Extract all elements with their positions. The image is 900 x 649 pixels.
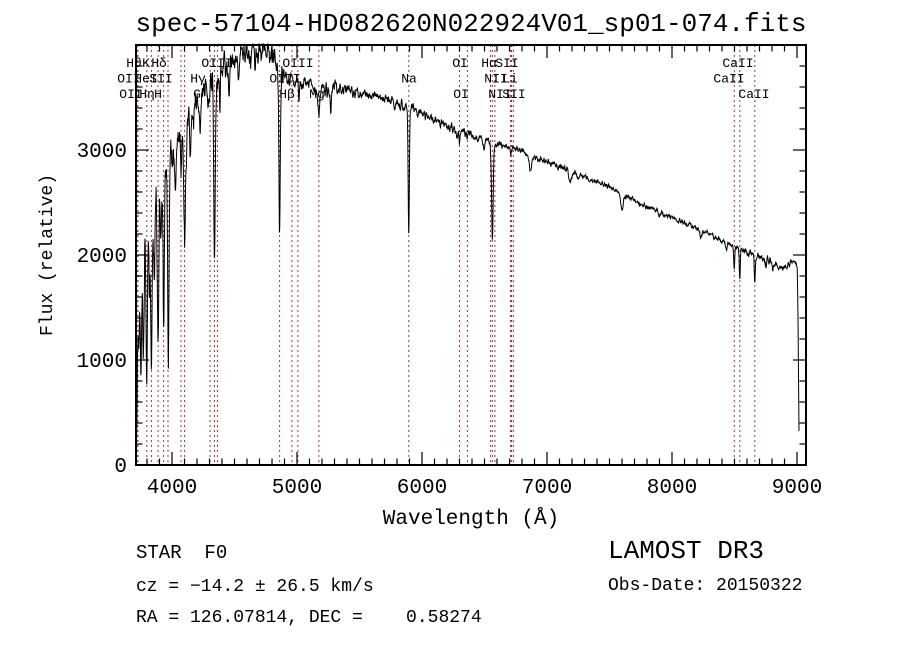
spectral-line-label: SII: [502, 87, 525, 102]
x-tick-label: 8000: [647, 477, 697, 500]
y-tick-label: 1000: [77, 351, 127, 374]
classification-label: STAR F0: [136, 542, 227, 564]
survey-label: LAMOST DR3: [608, 536, 764, 566]
axes-frame-group: 4000 5000 6000 7000 8000 9000 0 1000 2000 3000: [77, 44, 822, 500]
y-tick-label: 0: [114, 456, 127, 479]
spectral-line-label: Hβ: [279, 87, 295, 102]
spectral-line-label: OIII: [282, 56, 313, 71]
spectral-line-label: SII: [149, 72, 172, 87]
spectral-line-label: Hθ: [126, 56, 142, 71]
spectral-line-label: HeI: [134, 72, 157, 87]
y-tick-label: 3000: [77, 141, 127, 164]
spectral-line-label: Hδ: [151, 56, 167, 71]
plot-frame: [135, 44, 807, 466]
spectral-line-label: OI: [453, 87, 469, 102]
spectral-line-label: Li: [502, 72, 518, 87]
spectral-line-label: Na: [401, 72, 417, 87]
spectral-line-label: G: [193, 87, 201, 102]
x-tick-label: 4000: [147, 477, 197, 500]
spectral-line-label: Hγ: [190, 72, 206, 87]
x-tick-label: 5000: [272, 477, 322, 500]
x-tick-label: 9000: [772, 477, 822, 500]
x-tick-label: 7000: [522, 477, 572, 500]
spectral-line-label: CaII: [713, 72, 744, 87]
y-tick-label: 2000: [77, 246, 127, 269]
obs-date: Obs-Date: 20150322: [608, 576, 802, 596]
spectral-line-label: NII: [488, 87, 511, 102]
spectral-line-label: OIII: [269, 72, 300, 87]
spectral-line-label: OI: [452, 56, 468, 71]
spectral-line-label: CaII: [722, 56, 753, 71]
spectral-line-label: Hη: [139, 87, 155, 102]
x-axis-label: Wavelength (Å): [383, 508, 559, 531]
spectral-line-label: SII: [495, 56, 518, 71]
spectral-line-label: Hα: [481, 56, 497, 71]
spectral-line-label: K: [142, 56, 150, 71]
spectral-line-label: H: [154, 87, 162, 102]
spectral-line-label: OII: [117, 72, 140, 87]
y-axis-label: Flux (relative): [38, 174, 58, 336]
ra-dec-value: RA = 126.07814, DEC = 0.58274: [136, 608, 482, 628]
spectral-line-label: OIII: [201, 56, 232, 71]
plot-title: spec-57104-HD082620N022924V01_sp01-074.f…: [136, 9, 807, 39]
x-tick-label: 6000: [397, 477, 447, 500]
spectral-line-label: NII: [484, 72, 507, 87]
cz-value: cz = −14.2 ± 26.5 km/s: [136, 577, 374, 597]
spectral-line-label: CaII: [738, 87, 769, 102]
